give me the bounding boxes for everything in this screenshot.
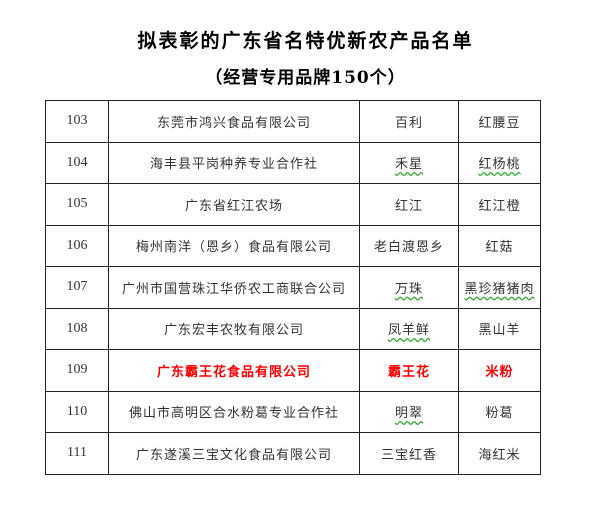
brand-name-cell: 明翠 (359, 390, 459, 433)
company-name-cell: 广东省红江农场 (108, 183, 360, 226)
brand-name: 老白渡恩乡 (373, 240, 444, 256)
row-number-cell: 110 (45, 390, 109, 433)
product-name-cell: 红腰豆 (458, 100, 541, 143)
company-name: 广东宏丰农牧有限公司 (163, 323, 304, 339)
company-name: 广东省红江农场 (184, 198, 283, 214)
table-row: 106 梅州南洋（恩乡）食品有限公司 老白渡恩乡 红菇 (45, 224, 541, 267)
row-number-cell: 109 (45, 349, 109, 392)
brand-name-cell: 禾星 (359, 141, 459, 184)
row-number-cell: 107 (45, 266, 109, 309)
product-name: 红菇 (485, 240, 514, 256)
row-number-cell: 105 (45, 183, 109, 226)
product-name-cell: 粉葛 (458, 390, 541, 433)
product-name-cell: 红江橙 (458, 183, 541, 226)
row-number-cell: 108 (45, 307, 109, 350)
brand-name: 禾星 (394, 157, 423, 173)
table-row: 111 广东遂溪三宝文化食品有限公司 三宝红香 海红米 (45, 432, 541, 475)
product-name: 粉葛 (485, 406, 514, 422)
company-name: 海丰县平岗种养专业合作社 (149, 157, 318, 173)
brand-name: 明翠 (394, 406, 423, 422)
company-name: 广东霸王花食品有限公司 (156, 364, 311, 380)
company-name: 东莞市鸿兴食品有限公司 (156, 115, 311, 131)
row-number: 108 (66, 320, 88, 336)
product-name-cell: 海红米 (458, 432, 541, 475)
row-number-cell: 106 (45, 224, 109, 267)
brand-name: 凤羊鲜 (387, 323, 430, 339)
company-name-cell: 海丰县平岗种养专业合作社 (108, 141, 360, 184)
product-name-cell: 黑山羊 (458, 307, 541, 350)
table-row: 104 海丰县平岗种养专业合作社 禾星 红杨桃 (45, 141, 541, 184)
product-name: 黑珍猪猪肉 (464, 281, 535, 297)
product-name: 红腰豆 (478, 115, 521, 131)
company-name-cell: 梅州南洋（恩乡）食品有限公司 (108, 224, 360, 267)
row-number-cell: 103 (45, 100, 109, 143)
brand-name-cell: 百利 (359, 100, 459, 143)
product-name: 红江橙 (478, 198, 521, 214)
table-row: 110 佛山市高明区合水粉葛专业合作社 明翠 粉葛 (45, 390, 541, 433)
row-number: 105 (66, 196, 88, 212)
brand-name: 霸王花 (387, 364, 430, 380)
row-number: 103 (66, 113, 88, 129)
product-name: 海红米 (478, 447, 521, 463)
table-row: 109 广东霸王花食品有限公司 霸王花 米粉 (45, 349, 541, 392)
table-row: 107 广州市国营珠江华侨农工商联合公司 万珠 黑珍猪猪肉 (45, 266, 541, 309)
product-name-cell: 红杨桃 (458, 141, 541, 184)
product-name-cell: 红菇 (458, 224, 541, 267)
company-name-cell: 东莞市鸿兴食品有限公司 (108, 100, 360, 143)
row-number: 104 (66, 154, 88, 170)
row-number: 110 (66, 403, 88, 419)
row-number: 109 (66, 362, 88, 378)
brand-name-cell: 老白渡恩乡 (359, 224, 459, 267)
row-number: 111 (67, 445, 87, 461)
brand-name: 红江 (394, 198, 423, 214)
brand-name-cell: 霸王花 (359, 349, 459, 392)
company-name-cell: 广州市国营珠江华侨农工商联合公司 (108, 266, 360, 309)
company-name-cell: 广东遂溪三宝文化食品有限公司 (108, 432, 360, 475)
company-name: 佛山市高明区合水粉葛专业合作社 (128, 406, 339, 422)
product-name: 米粉 (485, 364, 514, 380)
table-row: 103 东莞市鸿兴食品有限公司 百利 红腰豆 (45, 100, 541, 143)
brand-name-cell: 三宝红香 (359, 432, 459, 475)
company-name: 广州市国营珠江华侨农工商联合公司 (121, 281, 346, 297)
brand-name-cell: 红江 (359, 183, 459, 226)
table-row: 108 广东宏丰农牧有限公司 凤羊鲜 黑山羊 (45, 307, 541, 350)
brand-name-cell: 凤羊鲜 (359, 307, 459, 350)
document-title: 拟表彰的广东省名特优新农产品名单 (137, 30, 474, 52)
brand-name: 百利 (394, 115, 423, 131)
brand-name: 万珠 (394, 281, 423, 297)
company-name-cell: 广东宏丰农牧有限公司 (108, 307, 360, 350)
product-name-cell: 黑珍猪猪肉 (458, 266, 541, 309)
row-number: 107 (66, 279, 88, 295)
row-number-cell: 111 (45, 432, 109, 475)
company-name: 广东遂溪三宝文化食品有限公司 (135, 447, 332, 463)
table-row: 105 广东省红江农场 红江 红江橙 (45, 183, 541, 226)
brand-name-cell: 万珠 (359, 266, 459, 309)
row-number-cell: 104 (45, 141, 109, 184)
company-name-cell: 佛山市高明区合水粉葛专业合作社 (108, 390, 360, 433)
company-name: 梅州南洋（恩乡）食品有限公司 (135, 240, 332, 256)
product-name-cell: 米粉 (458, 349, 541, 392)
product-name: 红杨桃 (478, 157, 521, 173)
row-number: 106 (66, 237, 88, 253)
brand-name: 三宝红香 (380, 447, 437, 463)
company-name-cell: 广东霸王花食品有限公司 (108, 349, 360, 392)
document-subtitle: （经营专用品牌150个） (205, 68, 406, 88)
award-list-table: 103 东莞市鸿兴食品有限公司 百利 红腰豆 104 海丰县平岗种养专业合作社 禾星 红杨桃 1… (45, 100, 541, 475)
product-name: 黑山羊 (478, 323, 521, 339)
